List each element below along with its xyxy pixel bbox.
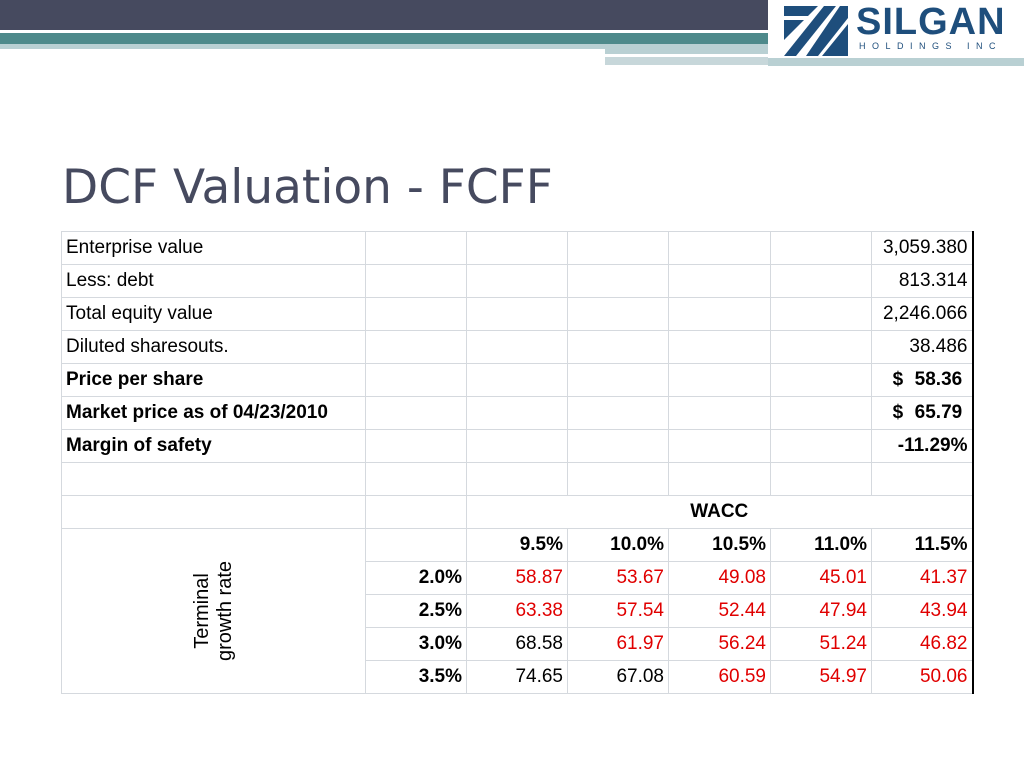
wacc-value: 10.5%: [668, 528, 771, 562]
table-row: 2.0% 58.87 53.67 49.08 45.01 41.37: [62, 561, 974, 595]
table-row: 3.5% 74.65 67.08 60.59 54.97 50.06: [62, 660, 974, 694]
price-cell: 45.01: [770, 561, 872, 595]
price-cell: 58.87: [466, 561, 568, 595]
price-cell: 43.94: [871, 594, 974, 628]
wacc-value: 10.0%: [567, 528, 669, 562]
price-cell: 68.58: [466, 627, 568, 661]
growth-axis-label: Terminal growth rate: [61, 528, 366, 694]
wacc-value: 9.5%: [466, 528, 568, 562]
market-price-value: 65.79: [914, 402, 963, 423]
row-value: 38.486: [871, 330, 974, 364]
table-row: Total equity value 2,246.066: [61, 297, 974, 331]
growth-value: 2.0%: [365, 561, 467, 595]
header-stripe: [0, 33, 768, 44]
logo-name: SILGAN: [856, 1, 1006, 43]
header-stripe-light: [0, 44, 605, 49]
row-value: 2,246.066: [871, 297, 974, 331]
company-logo: SILGAN HOLDINGS INC: [768, 0, 1024, 58]
growth-value: 2.5%: [365, 594, 467, 628]
wacc-header: WACC: [466, 495, 974, 529]
row-label: Price per share: [61, 363, 366, 397]
table-row: Diluted sharesouts. 38.486: [61, 330, 974, 364]
table-row: Market price as of 04/23/2010 $65.79: [61, 396, 974, 430]
table-row: Terminal growth rate 9.5% 10.0% 10.5% 11…: [61, 528, 974, 694]
logo-subtitle: HOLDINGS INC: [859, 41, 1003, 51]
price-value: 58.36: [914, 369, 963, 390]
table-row: 2.5% 63.38 57.54 52.44 47.94 43.94: [62, 594, 974, 628]
growth-axis-line2: growth rate: [213, 560, 236, 662]
row-value: -11.29%: [871, 429, 974, 463]
price-cell: 49.08: [668, 561, 771, 595]
growth-value: 3.0%: [365, 627, 467, 661]
table-row: Price per share $58.36: [61, 363, 974, 397]
page-title: DCF Valuation - FCFF: [62, 160, 553, 215]
table-row: Less: debt 813.314: [61, 264, 974, 298]
row-label: Less: debt: [61, 264, 366, 298]
logo-underline: [768, 58, 1024, 66]
row-label: Diluted sharesouts.: [61, 330, 366, 364]
header-stripe-grey: [605, 57, 768, 65]
price-cell: 61.97: [567, 627, 669, 661]
price-cell: 46.82: [871, 627, 974, 661]
currency-symbol: $: [892, 369, 904, 390]
row-value: $65.79: [871, 396, 974, 430]
logo-mark-icon: [784, 6, 848, 56]
price-cell: 54.97: [770, 660, 872, 694]
row-label: Total equity value: [61, 297, 366, 331]
price-cell: 47.94: [770, 594, 872, 628]
price-cell: 74.65: [466, 660, 568, 694]
price-cell: 56.24: [668, 627, 771, 661]
valuation-table: Enterprise value 3,059.380 Less: debt 81…: [61, 231, 974, 694]
growth-value: 3.5%: [365, 660, 467, 694]
table-row: Margin of safety -11.29%: [61, 429, 974, 463]
table-row: WACC: [61, 495, 974, 529]
price-cell: 53.67: [567, 561, 669, 595]
price-cell: 63.38: [466, 594, 568, 628]
price-cell: 67.08: [567, 660, 669, 694]
currency-symbol: $: [892, 402, 904, 423]
header-stripe-light-right: [605, 44, 768, 54]
growth-axis-line1: Terminal: [190, 573, 213, 649]
wacc-value: 11.0%: [770, 528, 872, 562]
price-cell: 51.24: [770, 627, 872, 661]
price-cell: 52.44: [668, 594, 771, 628]
table-row: Enterprise value 3,059.380: [61, 231, 974, 265]
growth-axis-text: Terminal growth rate: [191, 561, 237, 661]
price-cell: 41.37: [871, 561, 974, 595]
price-cell: 57.54: [567, 594, 669, 628]
row-value: 3,059.380: [871, 231, 974, 265]
wacc-value: 11.5%: [871, 528, 974, 562]
row-value: 813.314: [871, 264, 974, 298]
table-row: [61, 462, 974, 496]
price-cell: 60.59: [668, 660, 771, 694]
row-label: Market price as of 04/23/2010: [61, 396, 366, 430]
row-label: Margin of safety: [61, 429, 366, 463]
header-bar: [0, 0, 768, 30]
row-value: $58.36: [871, 363, 974, 397]
row-label: Enterprise value: [61, 231, 366, 265]
price-cell: 50.06: [871, 660, 974, 694]
